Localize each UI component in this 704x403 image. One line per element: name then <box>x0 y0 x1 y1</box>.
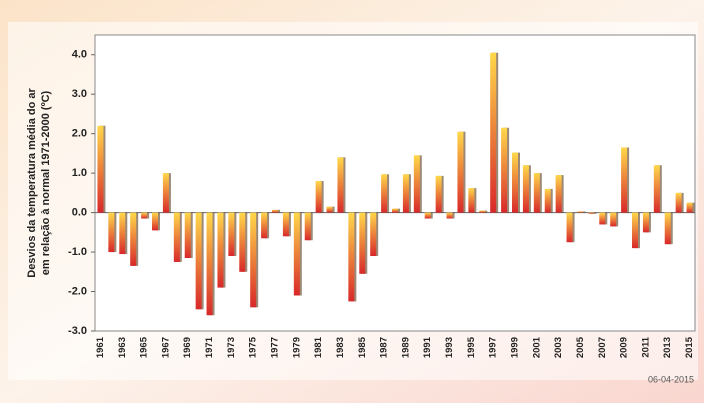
x-tick-label: 1985 <box>357 336 368 358</box>
bar <box>152 212 158 231</box>
bar <box>566 212 573 243</box>
x-tick-label: 2009 <box>619 337 630 358</box>
y-tick-label: -3.0 <box>68 325 87 337</box>
bar <box>272 209 278 213</box>
x-tick-label: 2001 <box>531 336 542 358</box>
bar <box>130 212 137 266</box>
bar <box>435 175 442 213</box>
y-tick-label: -1.0 <box>68 246 87 258</box>
plot-area <box>94 34 696 332</box>
bar <box>675 192 682 213</box>
bar <box>217 212 224 288</box>
bar <box>184 212 191 258</box>
x-tick-label: 1971 <box>204 336 215 358</box>
bar <box>555 175 562 213</box>
bar <box>97 125 104 213</box>
x-tick-label: 1989 <box>400 337 411 358</box>
bar <box>392 208 398 213</box>
bar <box>370 212 377 257</box>
x-tick-label: 2011 <box>640 336 651 357</box>
y-tick-label: 1.0 <box>72 167 87 179</box>
bar <box>381 174 388 213</box>
bar <box>206 212 213 316</box>
bar <box>119 212 126 255</box>
y-tick-label: -2.0 <box>68 285 87 297</box>
x-tick-label: 1965 <box>139 336 150 358</box>
x-tick-label: 1977 <box>270 337 281 358</box>
bar <box>326 206 333 213</box>
x-tick-label: 1969 <box>182 337 193 358</box>
bar <box>621 147 628 213</box>
x-tick-label: 1997 <box>488 337 499 358</box>
bar <box>239 212 246 272</box>
date: 06-04-2015 <box>648 374 694 384</box>
bar <box>141 212 148 219</box>
bar <box>413 155 420 213</box>
y-axis-label: em relação à normal 1971-2000 (ºC) <box>40 90 52 275</box>
x-tick-label: 1999 <box>510 337 521 358</box>
x-tick-label: 2003 <box>553 337 564 358</box>
bar <box>162 173 169 213</box>
bar <box>348 212 355 302</box>
bar <box>402 174 409 213</box>
bar <box>446 212 453 219</box>
bar <box>501 127 508 213</box>
x-tick-label: 2013 <box>662 337 673 358</box>
bar <box>337 157 344 213</box>
bar <box>490 52 497 213</box>
y-tick-label: 4.0 <box>72 49 87 61</box>
y-tick-label: 2.0 <box>72 128 87 140</box>
bar <box>304 212 311 241</box>
bar <box>686 202 693 213</box>
bar <box>195 212 202 310</box>
bar <box>479 210 486 213</box>
x-tick-label: 1979 <box>291 337 302 358</box>
bar <box>664 212 671 245</box>
bar <box>315 181 322 213</box>
y-tick-label: 0.0 <box>72 207 87 219</box>
bar <box>261 212 268 239</box>
x-tick-label: 1973 <box>226 337 237 358</box>
bar <box>250 212 257 308</box>
bar <box>293 212 300 296</box>
bar <box>544 188 551 213</box>
x-tick-label: 2015 <box>684 336 695 358</box>
bar <box>468 188 475 213</box>
bar <box>522 165 529 213</box>
bar <box>653 165 660 213</box>
bar <box>173 212 180 262</box>
bar <box>577 211 584 213</box>
bar <box>533 173 540 213</box>
bar <box>108 212 115 253</box>
x-tick-label: 1967 <box>160 337 171 358</box>
bar <box>610 212 617 227</box>
bar <box>359 212 366 274</box>
x-tick-label: 1961 <box>95 336 106 358</box>
x-tick-label: 1981 <box>313 336 324 358</box>
bar <box>424 212 431 219</box>
bar <box>588 212 595 214</box>
y-tick-label: 3.0 <box>72 88 87 100</box>
bar <box>512 152 518 213</box>
x-tick-label: 1987 <box>379 337 390 358</box>
bar <box>642 212 649 233</box>
x-tick-label: 1993 <box>444 337 455 358</box>
x-tick-label: 1963 <box>117 337 128 358</box>
x-tick-label: 2005 <box>575 336 586 358</box>
bar <box>282 212 289 237</box>
bar <box>632 212 638 249</box>
bar <box>599 212 606 225</box>
y-axis-label: Desvios da temperatura média do ar <box>26 88 38 278</box>
x-tick-label: 1975 <box>248 336 259 358</box>
x-tick-label: 1983 <box>335 337 346 358</box>
x-tick-label: 1991 <box>422 336 433 358</box>
bar <box>228 212 235 257</box>
x-tick-label: 2007 <box>597 337 608 358</box>
x-tick-label: 1995 <box>466 336 477 358</box>
bar <box>457 131 464 213</box>
